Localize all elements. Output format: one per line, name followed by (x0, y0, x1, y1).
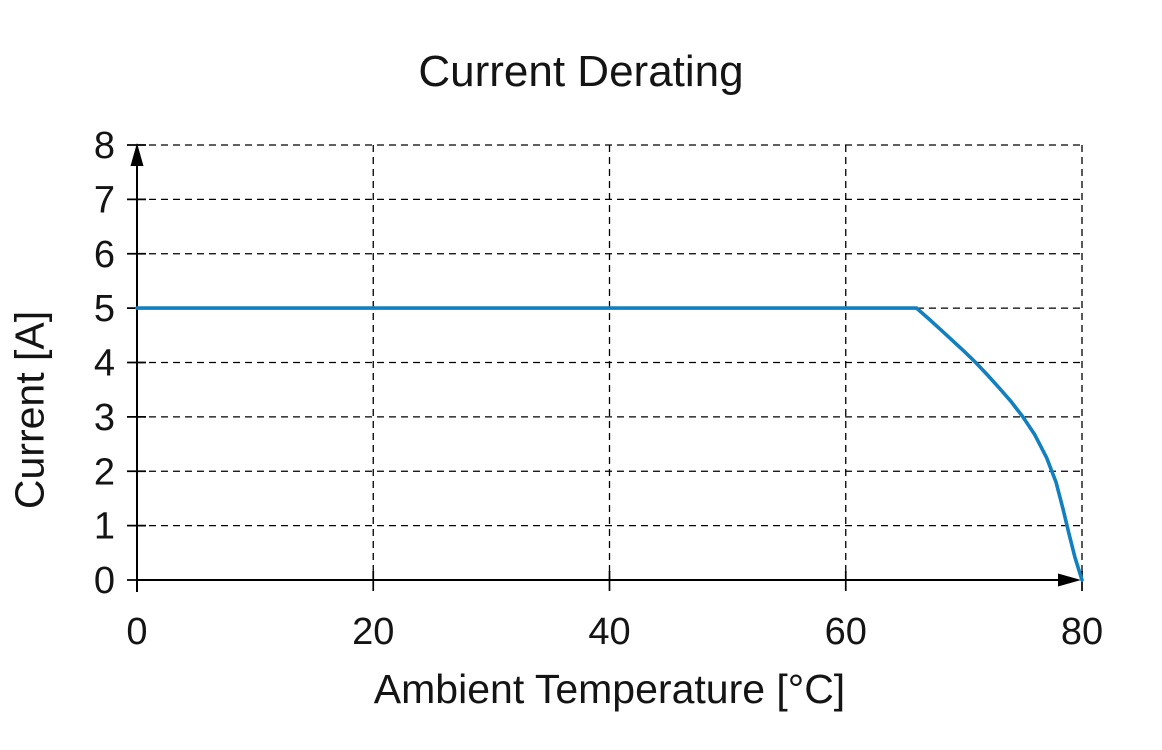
y-tick-label-8: 8 (94, 125, 115, 167)
derating-curve (135, 306, 1084, 582)
y-tick-label-4: 4 (94, 343, 115, 385)
x-axis-arrow (1058, 573, 1081, 587)
x-tick-label-40: 40 (588, 611, 630, 653)
x-tick-label-20: 20 (352, 611, 394, 653)
y-tick-label-3: 3 (94, 397, 115, 439)
y-axis-arrow (130, 143, 144, 166)
x-tick-label-60: 60 (825, 611, 867, 653)
y-tick-label-2: 2 (94, 451, 115, 493)
chart-title: Current Derating (418, 47, 744, 96)
x-axis-label: Ambient Temperature [°C] (373, 666, 846, 712)
y-tick-label-7: 7 (94, 179, 115, 221)
x-tick-label-80: 80 (1061, 611, 1103, 653)
y-tick-label-6: 6 (94, 234, 115, 276)
y-tick-label-5: 5 (94, 288, 115, 330)
y-tick-label-0: 0 (94, 560, 115, 602)
y-tick-label-1: 1 (94, 506, 115, 548)
x-tick-label-0: 0 (126, 611, 147, 653)
